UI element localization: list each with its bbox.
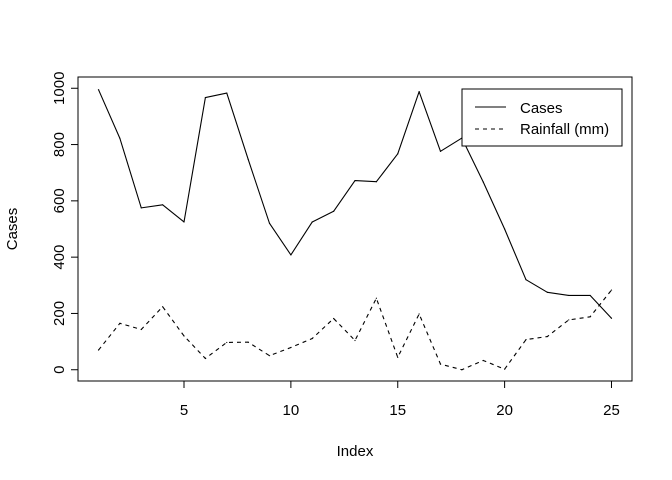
- data-point-rainfall-mm: [183, 335, 185, 337]
- x-tick-label: 20: [496, 402, 513, 419]
- data-point-cases: [375, 181, 377, 183]
- x-tick-label: 5: [180, 402, 188, 419]
- data-point-cases: [568, 294, 570, 297]
- y-tick-label: 600: [51, 188, 68, 213]
- data-point-cases: [504, 228, 506, 230]
- data-point-cases: [97, 89, 100, 91]
- data-point-rainfall-mm: [311, 337, 313, 340]
- data-point-rainfall-mm: [525, 339, 527, 341]
- data-point-cases: [546, 291, 548, 293]
- x-tick-label: 25: [603, 402, 620, 419]
- data-point-rainfall-mm: [290, 346, 292, 349]
- y-axis-label: Cases: [4, 208, 21, 251]
- series-line-rainfall-mm: [98, 289, 612, 371]
- data-point-rainfall-mm: [375, 297, 377, 299]
- legend-label-rainfall: Rainfall (mm): [520, 121, 609, 138]
- x-tick-label: 15: [389, 402, 406, 419]
- data-point-cases: [204, 96, 206, 99]
- x-axis-label: Index: [337, 443, 374, 460]
- data-point-rainfall-mm: [333, 317, 335, 320]
- data-point-rainfall-mm: [439, 363, 442, 365]
- data-point-rainfall-mm: [546, 335, 548, 338]
- data-point-cases: [354, 179, 356, 182]
- plot-frame: [77, 76, 633, 382]
- data-point-rainfall-mm: [268, 355, 271, 357]
- y-tick-label: 400: [51, 245, 68, 270]
- data-point-cases: [162, 204, 164, 206]
- data-point-rainfall-mm: [397, 356, 399, 358]
- x-axis: 5 10 15 20 25: [180, 381, 620, 419]
- data-point-cases: [183, 221, 185, 223]
- data-point-rainfall-mm: [482, 359, 484, 362]
- data-point-cases: [140, 207, 142, 209]
- data-point-cases: [268, 222, 271, 224]
- legend-box: [461, 88, 623, 147]
- series-layer: [97, 89, 613, 371]
- y-tick-label: 200: [51, 301, 68, 326]
- data-point-rainfall-mm: [610, 289, 613, 291]
- data-point-rainfall-mm: [247, 341, 249, 343]
- data-point-rainfall-mm: [568, 319, 570, 321]
- y-tick-label: 800: [51, 132, 68, 157]
- data-point-rainfall-mm: [589, 316, 591, 318]
- y-axis: 0 200 400 600 800 1000: [51, 72, 78, 374]
- data-point-rainfall-mm: [97, 349, 100, 351]
- data-point-cases: [397, 153, 399, 155]
- data-point-cases: [610, 317, 613, 319]
- data-point-rainfall-mm: [461, 369, 463, 371]
- data-point-rainfall-mm: [140, 328, 142, 331]
- data-point-rainfall-mm: [354, 339, 356, 342]
- data-point-cases: [482, 181, 484, 183]
- data-point-cases: [290, 254, 292, 256]
- data-point-rainfall-mm: [119, 322, 121, 324]
- data-point-rainfall-mm: [418, 313, 420, 315]
- data-point-cases: [247, 158, 249, 160]
- data-point-cases: [418, 91, 420, 93]
- data-point-cases: [525, 279, 527, 281]
- y-tick-label: 0: [51, 366, 68, 374]
- x-tick-label: 10: [283, 402, 300, 419]
- data-point-rainfall-mm: [162, 306, 164, 308]
- data-point-cases: [311, 221, 313, 223]
- data-point-rainfall-mm: [204, 357, 206, 360]
- legend: Cases Rainfall (mm): [461, 88, 623, 147]
- data-point-cases: [226, 92, 228, 94]
- data-point-rainfall-mm: [226, 341, 228, 344]
- y-tick-label: 1000: [51, 72, 68, 105]
- data-point-cases: [589, 294, 591, 297]
- legend-label-cases: Cases: [520, 100, 563, 117]
- data-point-cases: [119, 137, 121, 139]
- data-point-cases: [333, 210, 335, 212]
- data-point-rainfall-mm: [504, 368, 506, 370]
- data-point-cases: [439, 150, 442, 152]
